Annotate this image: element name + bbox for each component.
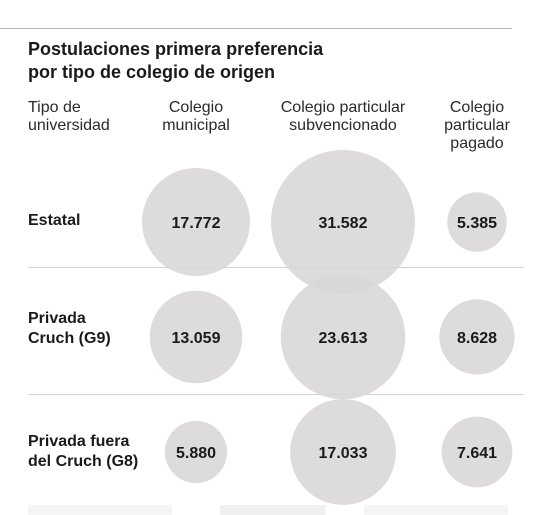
column-header-municipal: Colegio municipal — [162, 99, 230, 134]
value-label-privada-fuera-cruch-subvencionado: 17.033 — [319, 445, 368, 462]
chart-title: Postulaciones primera preferencia por ti… — [28, 38, 488, 84]
bubble-privada-fuera-cruch-subvencionado — [290, 399, 396, 505]
row-separator-2 — [28, 394, 524, 395]
bubble-privada-cruch-municipal — [149, 290, 243, 384]
value-label-privada-fuera-cruch-municipal: 5.880 — [176, 445, 216, 462]
bubble-estatal-subvencionado — [271, 150, 415, 294]
bubble-estatal-pagado — [447, 192, 507, 252]
value-label-privada-cruch-municipal: 13.059 — [172, 330, 221, 347]
column-header-subvencionado: Colegio particular subvencionado — [280, 99, 406, 134]
value-label-privada-cruch-pagado: 8.628 — [457, 330, 497, 347]
row-label-estatal: Estatal — [28, 212, 81, 229]
column-header-pagado: Colegio particular pagado — [444, 99, 510, 152]
bubble-estatal-municipal — [141, 167, 251, 277]
footer-faint-text — [28, 505, 508, 515]
row-label-privada-cruch: Privada Cruch (G9) — [28, 310, 111, 347]
chart-title-line-1: Postulaciones primera preferencia — [28, 39, 324, 59]
value-label-privada-fuera-cruch-pagado: 7.641 — [457, 445, 497, 462]
top-rule — [0, 28, 512, 29]
value-label-estatal-subvencionado: 31.582 — [319, 215, 368, 232]
value-label-privada-cruch-subvencionado: 23.613 — [319, 330, 368, 347]
chart-title-line-2: por tipo de colegio de origen — [28, 62, 276, 82]
row-label-privada-fuera-cruch: Privada fuera del Cruch (G8) — [28, 433, 139, 470]
value-label-estatal-pagado: 5.385 — [457, 215, 497, 232]
bubble-privada-cruch-pagado — [439, 299, 515, 375]
bubble-privada-cruch-subvencionado — [280, 274, 406, 400]
row-separator-1 — [28, 267, 524, 268]
bubble-privada-fuera-cruch-municipal — [164, 420, 228, 484]
value-label-estatal-municipal: 17.772 — [172, 215, 221, 232]
bubble-privada-fuera-cruch-pagado — [441, 416, 513, 488]
row-header: Tipo de universidad — [28, 99, 110, 134]
